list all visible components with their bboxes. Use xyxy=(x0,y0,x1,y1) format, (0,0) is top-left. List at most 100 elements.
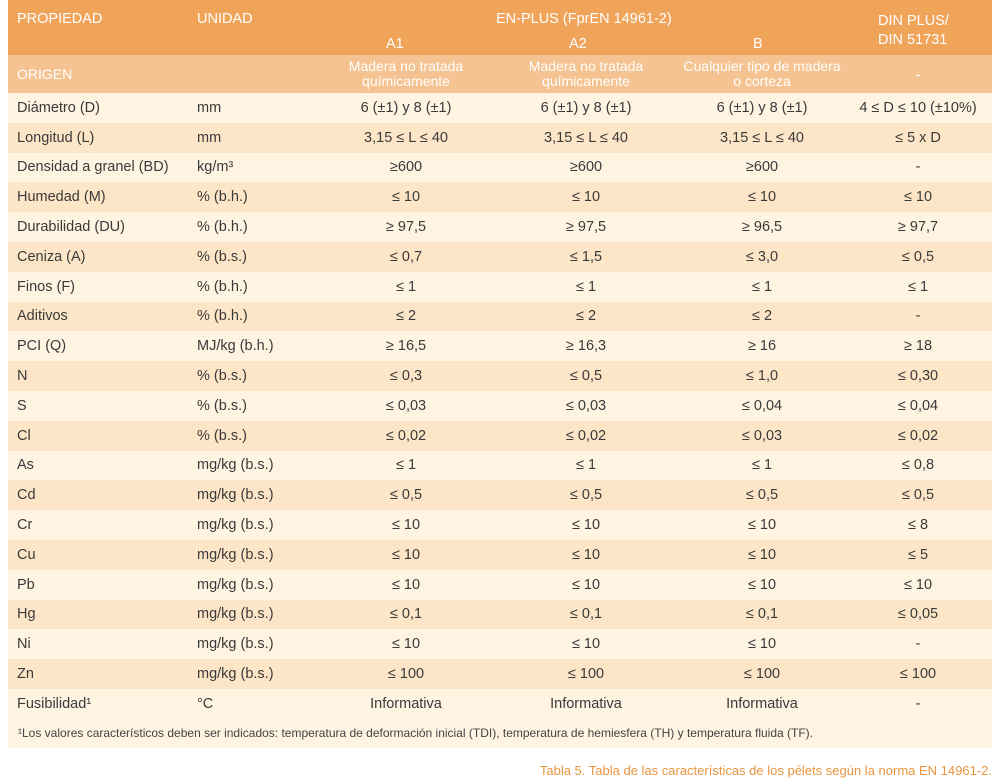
cell-a2: Informativa xyxy=(550,695,622,712)
cell-prop: S xyxy=(17,397,27,414)
cell-din: - xyxy=(915,308,921,325)
table-row: Durabilidad (DU) % (b.h.) ≥ 97,5 ≥ 97,5 ≥ 96… xyxy=(8,212,992,242)
cell-a2: ≤ 0,1 xyxy=(569,606,603,623)
cell-a2: ≤ 0,5 xyxy=(569,368,603,385)
table-row: Pb mg/kg (b.s.) ≤ 10 ≤ 10 ≤ 10 ≤ 10 xyxy=(8,569,992,600)
cell-b: ≤ 100 xyxy=(743,666,781,683)
table-body: Diámetro (D) mm 6 (±1) y 8 (±1) 6 (±1) y 8 … xyxy=(8,93,992,719)
cell-prop: Cd xyxy=(17,487,36,504)
header-a2: A2 xyxy=(569,36,587,52)
cell-unit: % (b.s.) xyxy=(197,248,247,265)
cell-din: ≤ 0,8 xyxy=(901,457,935,474)
cell-a1: ≤ 10 xyxy=(391,636,421,653)
table-row: Diámetro (D) mm 6 (±1) y 8 (±1) 6 (±1) y 8 … xyxy=(8,93,992,123)
cell-unit: mg/kg (b.s.) xyxy=(197,606,274,623)
cell-prop: Cl xyxy=(17,427,31,444)
cell-a1: ≤ 2 xyxy=(395,308,417,325)
cell-a2: ≤ 0,02 xyxy=(565,427,607,444)
cell-unit: % (b.s.) xyxy=(197,397,247,414)
cell-din: ≤ 100 xyxy=(899,666,937,683)
table-row: As mg/kg (b.s.) ≤ 1 ≤ 1 ≤ 1 ≤ 0,8 xyxy=(8,450,992,481)
table-footnote: ¹Los valores característicos deben ser i… xyxy=(8,718,992,748)
cell-a1: ≤ 0,7 xyxy=(389,248,423,265)
header-din-line2: DIN 51731 xyxy=(878,32,948,48)
cell-a2: ≤ 10 xyxy=(571,546,601,563)
cell-prop: Humedad (M) xyxy=(17,189,106,206)
cell-unit: MJ/kg (b.h.) xyxy=(197,338,274,355)
cell-unit: mg/kg (b.s.) xyxy=(197,546,274,563)
cell-a2: ≤ 1,5 xyxy=(569,248,603,265)
cell-b: ≤ 10 xyxy=(747,517,777,534)
table-row: Humedad (M) % (b.h.) ≤ 10 ≤ 10 ≤ 10 ≤ 10 xyxy=(8,182,992,213)
cell-a1: ≥ 16,5 xyxy=(385,338,427,355)
cell-unit: mg/kg (b.s.) xyxy=(197,457,274,474)
cell-unit: % (b.h.) xyxy=(197,219,248,236)
cell-prop: Diámetro (D) xyxy=(17,99,100,116)
cell-b: Informativa xyxy=(726,695,798,712)
cell-unit: % (b.s.) xyxy=(197,427,247,444)
cell-prop: Durabilidad (DU) xyxy=(17,219,125,236)
cell-b: ≤ 10 xyxy=(747,636,777,653)
table-row: Densidad a granel (BD) kg/m³ ≥600 ≥600 ≥600 - xyxy=(8,152,992,183)
cell-din: - xyxy=(915,636,921,653)
cell-prop: N xyxy=(17,368,28,385)
table-row: Cl % (b.s.) ≤ 0,02 ≤ 0,02 ≤ 0,03 ≤ 0,02 xyxy=(8,420,992,451)
cell-a2: ≤ 1 xyxy=(575,457,597,474)
cell-b: ≤ 1 xyxy=(751,457,773,474)
cell-a1: ≤ 10 xyxy=(391,189,421,206)
cell-a1: ≤ 0,03 xyxy=(385,397,427,414)
cell-prop: PCI (Q) xyxy=(17,338,67,355)
header-propiedad: PROPIEDAD xyxy=(17,11,103,27)
cell-a1: ≥ 97,5 xyxy=(385,219,427,236)
cell-a1: ≤ 0,5 xyxy=(389,487,423,504)
origin-b: Cualquier tipo de madera o corteza xyxy=(683,58,841,89)
origin-row: ORIGEN Madera no tratada químicamente Ma… xyxy=(8,55,992,93)
cell-prop: Aditivos xyxy=(17,308,68,325)
cell-b: ≤ 1 xyxy=(751,278,773,295)
cell-a1: ≤ 10 xyxy=(391,517,421,534)
cell-b: 6 (±1) y 8 (±1) xyxy=(716,99,808,116)
origin-a2: Madera no tratada químicamente xyxy=(528,58,644,89)
cell-a2: ≤ 0,5 xyxy=(569,487,603,504)
cell-prop: Ni xyxy=(17,636,31,653)
cell-b: ≤ 0,03 xyxy=(741,427,783,444)
table-row: Finos (F) % (b.h.) ≤ 1 ≤ 1 ≤ 1 ≤ 1 xyxy=(8,271,992,302)
cell-unit: mg/kg (b.s.) xyxy=(197,576,274,593)
cell-a2: ≤ 10 xyxy=(571,189,601,206)
cell-a1: ≤ 100 xyxy=(387,666,425,683)
cell-din: 4 ≤ D ≤ 10 (±10%) xyxy=(859,99,977,116)
cell-prop: Ceniza (A) xyxy=(17,248,86,265)
origin-a1: Madera no tratada químicamente xyxy=(348,58,464,89)
table-row: Aditivos % (b.h.) ≤ 2 ≤ 2 ≤ 2 - xyxy=(8,301,992,332)
table-row: Cd mg/kg (b.s.) ≤ 0,5 ≤ 0,5 ≤ 0,5 ≤ 0,5 xyxy=(8,480,992,511)
origin-din: - xyxy=(915,66,921,82)
cell-prop: Zn xyxy=(17,666,34,683)
cell-prop: Finos (F) xyxy=(17,278,75,295)
cell-din: - xyxy=(915,695,921,712)
cell-prop: Hg xyxy=(17,606,36,623)
cell-a2: ≤ 2 xyxy=(575,308,597,325)
cell-prop: Fusibilidad¹ xyxy=(17,695,92,712)
cell-a1: ≤ 10 xyxy=(391,576,421,593)
cell-unit: °C xyxy=(197,695,214,712)
pellet-properties-table: PROPIEDAD UNIDAD EN-PLUS (FprEN 14961-2)… xyxy=(8,0,992,748)
cell-din: ≤ 10 xyxy=(903,576,933,593)
cell-a1: 6 (±1) y 8 (±1) xyxy=(360,99,452,116)
cell-b: ≤ 10 xyxy=(747,189,777,206)
cell-a1: ≤ 1 xyxy=(395,457,417,474)
table-caption: Tabla 5. Tabla de las características de… xyxy=(539,763,992,778)
cell-b: 3,15 ≤ L ≤ 40 xyxy=(720,129,804,146)
header-enplus: EN-PLUS (FprEN 14961-2) xyxy=(496,11,672,27)
cell-prop: Cu xyxy=(17,546,36,563)
cell-a1: Informativa xyxy=(370,695,442,712)
table-row: Fusibilidad¹ °C Informativa Informativa Info… xyxy=(8,688,992,719)
cell-prop: As xyxy=(17,457,34,474)
cell-unit: mg/kg (b.s.) xyxy=(197,487,274,504)
cell-a1: ≤ 0,1 xyxy=(389,606,423,623)
cell-unit: mm xyxy=(197,99,222,116)
cell-a1: ≤ 0,3 xyxy=(389,368,423,385)
table-row: Cu mg/kg (b.s.) ≤ 10 ≤ 10 ≤ 10 ≤ 5 xyxy=(8,539,992,570)
cell-din: ≤ 0,5 xyxy=(901,248,935,265)
cell-unit: % (b.h.) xyxy=(197,308,248,325)
cell-unit: mg/kg (b.s.) xyxy=(197,517,274,534)
